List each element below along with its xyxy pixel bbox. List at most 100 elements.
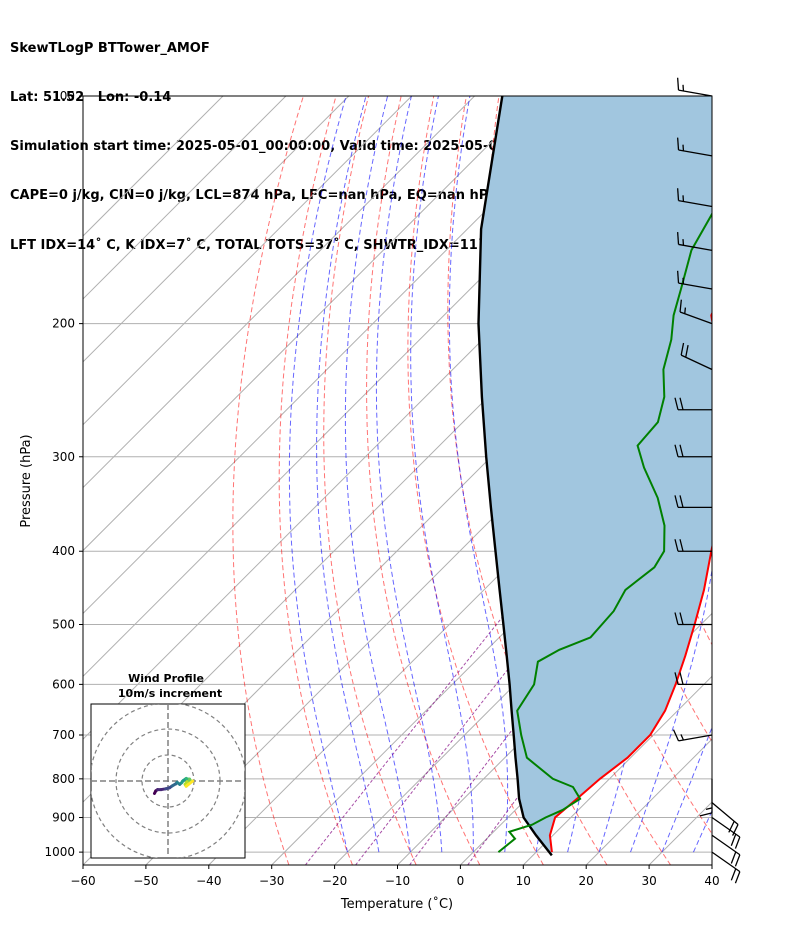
barb-staff xyxy=(678,149,713,157)
y-tick-label: 200 xyxy=(52,317,75,331)
wind-barb xyxy=(676,137,713,157)
barb-flag xyxy=(674,495,679,508)
barb-flag xyxy=(679,397,684,410)
barb-flag xyxy=(674,444,679,457)
moist-adiabat xyxy=(630,96,712,853)
x-tick-label: −10 xyxy=(385,874,410,888)
barb-flag xyxy=(685,344,689,358)
wind-barb xyxy=(711,834,741,867)
wind-barb xyxy=(699,778,713,817)
wind-barb xyxy=(676,77,713,97)
wind-barb xyxy=(674,612,712,626)
dry-adiabat xyxy=(727,95,794,865)
moist-adiabat xyxy=(316,96,380,853)
barb-flag xyxy=(730,868,737,881)
temperature-line xyxy=(548,311,712,853)
barb-staff xyxy=(678,734,713,742)
isotherm xyxy=(83,96,475,489)
y-tick-label: 700 xyxy=(52,728,75,742)
barb-staff xyxy=(678,282,713,290)
isotherm xyxy=(83,96,224,237)
x-tick-label: −30 xyxy=(259,874,284,888)
barb-flag xyxy=(679,495,684,508)
dewpoint-line xyxy=(497,212,712,853)
y-tick-label: 400 xyxy=(52,544,75,558)
wind-barb xyxy=(672,729,713,742)
wind-barb xyxy=(674,495,712,509)
barb-flag xyxy=(730,833,737,846)
isotherm xyxy=(711,864,712,865)
barb-flag xyxy=(676,188,680,201)
isotherm xyxy=(775,96,794,865)
dry-adiabat xyxy=(366,96,481,865)
y-tick-label: 1000 xyxy=(44,845,75,859)
barb-staff xyxy=(711,816,741,838)
barb-staff xyxy=(711,851,741,873)
parcel-profile-line xyxy=(477,96,553,857)
y-tick-label: 800 xyxy=(52,772,75,786)
barb-flag xyxy=(734,871,741,884)
x-axis-label: Temperature (˚C) xyxy=(340,896,453,912)
y-tick-label: 100 xyxy=(52,89,75,103)
moist-adiabat xyxy=(661,726,712,853)
wind-barb xyxy=(680,342,713,371)
barb-flag xyxy=(679,444,684,457)
wind-barb xyxy=(676,188,713,208)
isotherm xyxy=(83,96,413,426)
barb-flag xyxy=(676,270,680,284)
moist-adiabat xyxy=(375,96,443,853)
moist-adiabat xyxy=(410,96,474,853)
wind-barb xyxy=(711,802,739,836)
moist-adiabat xyxy=(725,96,794,852)
barb-staff xyxy=(678,243,713,251)
barb-flag xyxy=(674,397,679,410)
x-tick-label: −40 xyxy=(196,874,221,888)
y-tick-label: 600 xyxy=(52,677,75,691)
wind-barb xyxy=(676,232,713,251)
moist-adiabat xyxy=(448,96,509,853)
wind-barb xyxy=(674,672,712,686)
barb-flag xyxy=(674,539,679,552)
y-tick-label: 500 xyxy=(52,618,75,632)
x-tick-label: −60 xyxy=(70,874,95,888)
dry-adiabat xyxy=(278,96,353,865)
barb-staff xyxy=(678,89,713,97)
barb-half-flag xyxy=(684,307,687,314)
barb-staff xyxy=(711,834,741,856)
wind-barbs xyxy=(672,77,741,884)
y-tick-label: 300 xyxy=(52,450,75,464)
barb-staff xyxy=(678,199,713,208)
chart-header: SkewTLogP BTTower_AMOF Lat: 51.52 Lon: -… xyxy=(10,8,603,270)
hodograph-segment xyxy=(184,779,195,788)
barb-flag xyxy=(679,612,684,625)
barb-staff xyxy=(711,802,739,825)
x-tick-label: −50 xyxy=(133,874,158,888)
x-tick-label: 10 xyxy=(516,874,531,888)
isotherm xyxy=(83,96,350,363)
cin-shading xyxy=(478,96,712,856)
dry-adiabat xyxy=(232,96,304,865)
barb-flag xyxy=(679,539,684,552)
barb-half-flag xyxy=(705,807,713,810)
moist-adiabat xyxy=(344,96,411,853)
x-tick-label: 0 xyxy=(457,874,465,888)
dry-adiabat xyxy=(760,95,794,865)
wind-barb xyxy=(674,539,712,552)
y-tick-label: 900 xyxy=(52,811,75,825)
barb-flag xyxy=(734,854,741,867)
barb-flag xyxy=(699,812,713,817)
hodograph-inset: Wind Profile 10m/s increment xyxy=(90,672,246,859)
x-tick-label: 30 xyxy=(641,874,656,888)
isotherm xyxy=(83,96,601,615)
barb-flag xyxy=(730,851,737,864)
hodograph-title: Wind Profile xyxy=(128,672,204,685)
location-line: Lat: 51.52 Lon: -0.14 xyxy=(10,90,172,106)
barb-half-flag xyxy=(680,734,685,741)
barb-flag xyxy=(732,824,739,836)
dry-adiabat xyxy=(407,96,544,865)
wind-barb xyxy=(674,397,712,411)
axes: −60 −50 −40 −30 −20 −10 0 10 20 30 40 100 200 300 400 5… xyxy=(44,89,719,888)
barb-flag xyxy=(680,342,685,356)
dry-adiabat xyxy=(323,96,417,865)
